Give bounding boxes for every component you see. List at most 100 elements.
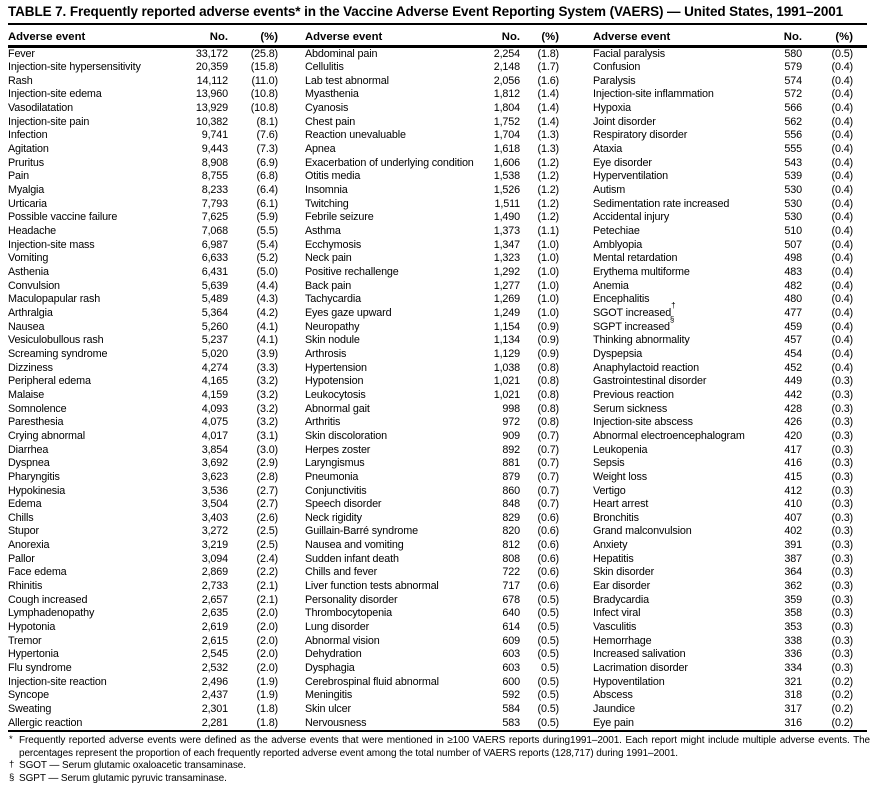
percent-cell: (0.4) bbox=[831, 347, 854, 360]
percent-cell: (0.3) bbox=[831, 470, 854, 483]
count-cell: 3,504 bbox=[201, 498, 228, 511]
col-header-adverse-event: Adverse event bbox=[8, 31, 86, 43]
count-cell: 1,538 bbox=[493, 170, 520, 183]
event-cell: Injection-site hypersensitivity bbox=[8, 61, 141, 74]
count-cell: 1,804 bbox=[493, 102, 520, 115]
percent-cell: (1.2) bbox=[537, 170, 560, 183]
event-cell: Lacrimation disorder bbox=[593, 662, 688, 675]
percent-cell: (0.4) bbox=[831, 170, 854, 183]
percent-cell: (4.1) bbox=[256, 320, 279, 333]
count-cell: 334 bbox=[784, 662, 802, 675]
percent-cell: (7.6) bbox=[256, 129, 279, 142]
event-cell: Vertigo bbox=[593, 484, 626, 497]
event-cell: Ecchymosis bbox=[305, 238, 362, 251]
percent-cell: (0.4) bbox=[831, 252, 854, 265]
count-cell: 6,431 bbox=[201, 266, 228, 278]
count-cell: 572 bbox=[784, 88, 802, 101]
event-cell: Back pain bbox=[305, 279, 352, 292]
event-cell: Cyanosis bbox=[305, 102, 349, 115]
event-cell: Insomnia bbox=[305, 184, 348, 197]
event-cell: Vasodilatation bbox=[8, 102, 73, 115]
percent-cell: (3.9) bbox=[256, 347, 279, 360]
event-cell: Gastrointestinal disorder bbox=[593, 375, 707, 388]
count-cell: 2,869 bbox=[201, 566, 228, 579]
event-cell: Chills bbox=[8, 511, 34, 524]
percent-cell: (2.1) bbox=[256, 580, 279, 593]
percent-cell: (7.3) bbox=[256, 143, 279, 156]
event-cell: Anemia bbox=[593, 279, 629, 292]
count-cell: 881 bbox=[502, 457, 520, 470]
event-cell: Asthma bbox=[305, 225, 341, 238]
count-cell: 1,292 bbox=[493, 266, 520, 278]
count-cell: 417 bbox=[784, 443, 802, 456]
percent-cell: (0.3) bbox=[831, 498, 854, 511]
percent-cell: (0.7) bbox=[537, 484, 560, 497]
event-cell: Arthrosis bbox=[305, 347, 347, 360]
percent-cell: (1.3) bbox=[537, 143, 560, 156]
event-cell: Tachycardia bbox=[305, 293, 361, 306]
col-header-no: No. bbox=[783, 31, 802, 43]
percent-cell: (0.2) bbox=[831, 689, 854, 702]
event-cell: Liver function tests abnormal bbox=[305, 580, 439, 593]
percent-cell: (1.1) bbox=[537, 225, 560, 238]
percent-cell: (0.9) bbox=[537, 334, 560, 347]
event-cell: Speech disorder bbox=[305, 498, 382, 511]
count-cell: 2,532 bbox=[201, 662, 228, 675]
event-cell: Lung disorder bbox=[305, 621, 370, 634]
count-cell: 510 bbox=[784, 225, 802, 238]
percent-cell: (1.2) bbox=[537, 197, 560, 210]
event-cell: Hypokinesia bbox=[8, 484, 66, 497]
percent-cell: (0.5) bbox=[537, 689, 560, 702]
event-cell: Hypoventilation bbox=[593, 675, 665, 688]
event-cell: Diarrhea bbox=[8, 443, 49, 456]
count-cell: 3,219 bbox=[201, 539, 228, 552]
percent-cell: (1.6) bbox=[537, 74, 560, 87]
event-cell: Cough increased bbox=[8, 593, 88, 606]
event-cell: Encephalitis bbox=[593, 293, 650, 306]
event-cell: Autism bbox=[593, 184, 626, 197]
table-column-group-3: Facial paralysis 580 (0.5) Confusion 579 (0.4… bbox=[593, 48, 853, 731]
percent-cell: (1.9) bbox=[256, 675, 279, 688]
percent-cell: (0.4) bbox=[831, 279, 854, 292]
percent-cell: (1.7) bbox=[537, 61, 560, 74]
event-cell: Thinking abnormality bbox=[593, 334, 690, 347]
event-cell: Dehydration bbox=[305, 648, 362, 661]
percent-cell: (2.7) bbox=[256, 484, 279, 497]
event-cell: Abdominal pain bbox=[305, 47, 378, 60]
count-cell: 829 bbox=[502, 511, 520, 524]
percent-cell: (0.8) bbox=[537, 361, 560, 374]
count-cell: 580 bbox=[784, 47, 802, 60]
count-cell: 4,093 bbox=[201, 402, 228, 415]
percent-cell: (0.4) bbox=[831, 238, 854, 251]
percent-cell: (1.8) bbox=[537, 47, 560, 60]
percent-cell: (0.4) bbox=[831, 74, 854, 87]
percent-cell: (10.8) bbox=[250, 88, 278, 101]
event-cell: Vesiculobullous rash bbox=[8, 334, 104, 347]
event-cell: Skin disorder bbox=[593, 566, 655, 579]
event-cell: Infect viral bbox=[593, 607, 641, 620]
percent-cell: (5.9) bbox=[256, 211, 279, 224]
percent-cell: (2.5) bbox=[256, 525, 279, 538]
count-cell: 13,960 bbox=[195, 88, 228, 101]
event-cell: Neck rigidity bbox=[305, 511, 362, 524]
count-cell: 530 bbox=[784, 211, 802, 224]
event-cell: Hypertonia bbox=[8, 648, 59, 661]
count-cell: 8,908 bbox=[201, 156, 228, 169]
rule-below-header bbox=[8, 45, 867, 48]
percent-cell: (0.8) bbox=[537, 388, 560, 401]
percent-cell: (0.5) bbox=[537, 593, 560, 606]
event-cell: Injection-site mass bbox=[8, 238, 95, 251]
percent-cell: (0.6) bbox=[537, 525, 560, 538]
count-cell: 640 bbox=[502, 607, 520, 620]
count-cell: 359 bbox=[784, 593, 802, 606]
count-cell: 7,793 bbox=[201, 197, 228, 210]
count-cell: 3,403 bbox=[201, 511, 228, 524]
percent-cell: (4.2) bbox=[256, 306, 279, 319]
footnote-text: SGOT — Serum glutamic oxaloacetic transa… bbox=[19, 760, 246, 772]
event-cell: Joint disorder bbox=[593, 115, 656, 128]
percent-cell: (3.3) bbox=[256, 361, 279, 374]
count-cell: 1,373 bbox=[493, 225, 520, 238]
percent-cell: (0.3) bbox=[831, 607, 854, 620]
percent-cell: (6.8) bbox=[256, 170, 279, 183]
event-cell: Apnea bbox=[305, 143, 336, 156]
